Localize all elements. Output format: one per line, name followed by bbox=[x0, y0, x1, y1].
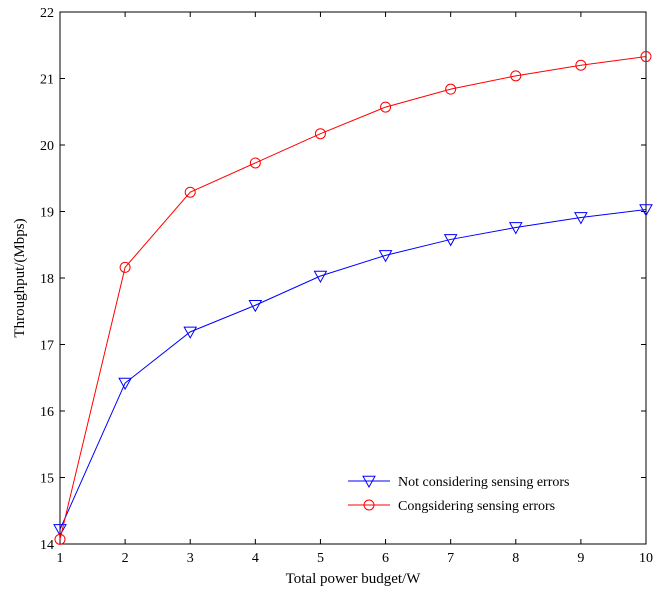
series-1-point-4 bbox=[248, 299, 263, 313]
series-2-point-5 bbox=[314, 128, 326, 140]
series-1-line bbox=[59, 209, 647, 530]
x-tick-label-7: 7 bbox=[447, 551, 454, 566]
x-tick-label-1: 1 bbox=[57, 551, 64, 566]
series-2-point-3 bbox=[184, 186, 196, 198]
y-tick-label-19: 19 bbox=[40, 206, 54, 221]
x-tick-label-9: 9 bbox=[577, 551, 584, 566]
x-axis-label: Total power budget/W bbox=[286, 571, 422, 587]
y-tick-label-16: 16 bbox=[40, 405, 54, 420]
x-tick-label-4: 4 bbox=[252, 551, 259, 566]
y-tick-label-20: 20 bbox=[40, 139, 54, 154]
series-2 bbox=[54, 51, 652, 545]
series-2-point-8 bbox=[510, 70, 522, 82]
legend-marker-series-2 bbox=[363, 499, 375, 511]
series-1-point-10 bbox=[639, 204, 653, 217]
x-tick-label-3: 3 bbox=[187, 551, 194, 566]
series-1-point-2 bbox=[118, 377, 132, 391]
x-tick-label-2: 2 bbox=[122, 551, 129, 566]
y-tick-label-15: 15 bbox=[40, 472, 54, 487]
series-1-point-1 bbox=[53, 524, 67, 537]
series-1 bbox=[53, 204, 653, 537]
x-tick-label-5: 5 bbox=[317, 551, 324, 566]
y-axis-label: Throughput/(Mbps) bbox=[12, 218, 28, 337]
legend-box bbox=[336, 467, 634, 523]
y-tick-label-18: 18 bbox=[40, 272, 54, 287]
legend-marker-series-1 bbox=[362, 475, 376, 489]
series-1-point-9 bbox=[574, 212, 588, 225]
series-1-point-7 bbox=[443, 234, 458, 247]
legend-marker-1-shape bbox=[362, 475, 376, 489]
y-tick-label-17: 17 bbox=[40, 339, 54, 354]
series-2-line bbox=[59, 56, 647, 540]
x-tick-label-6: 6 bbox=[382, 551, 389, 566]
series-1-point-5 bbox=[313, 270, 328, 284]
ticks-layer: 1 2 3 4 5 6 7 8 9 10 14 15 16 17 18 19 20 21 22 bbox=[40, 6, 653, 566]
series-2-point-7 bbox=[445, 83, 457, 95]
y-tick-label-21: 21 bbox=[40, 73, 54, 88]
x-tick-label-8: 8 bbox=[512, 551, 519, 566]
series-layer bbox=[53, 51, 653, 545]
series-2-point-1 bbox=[54, 533, 66, 545]
series-2-point-10 bbox=[640, 51, 652, 63]
legend-marker-2-shape bbox=[363, 499, 375, 511]
y-tick-label-22: 22 bbox=[40, 6, 54, 21]
series-2-point-4 bbox=[249, 157, 261, 169]
y-tick-label-14: 14 bbox=[40, 538, 54, 553]
series-2-point-9 bbox=[575, 59, 587, 71]
legend-label-series-1: Not considering sensing errors bbox=[398, 475, 569, 490]
series-2-point-2 bbox=[119, 261, 131, 273]
legend-label-series-2: Congsidering sensing errors bbox=[398, 499, 555, 514]
plot-area bbox=[59, 11, 647, 545]
series-1-point-8 bbox=[508, 222, 523, 235]
series-2-point-6 bbox=[380, 101, 392, 113]
x-tick-label-10: 10 bbox=[639, 551, 653, 566]
series-1-point-6 bbox=[378, 250, 393, 263]
series-1-point-3 bbox=[183, 326, 198, 339]
legend: Not considering sensing errors Congsider… bbox=[336, 467, 634, 523]
